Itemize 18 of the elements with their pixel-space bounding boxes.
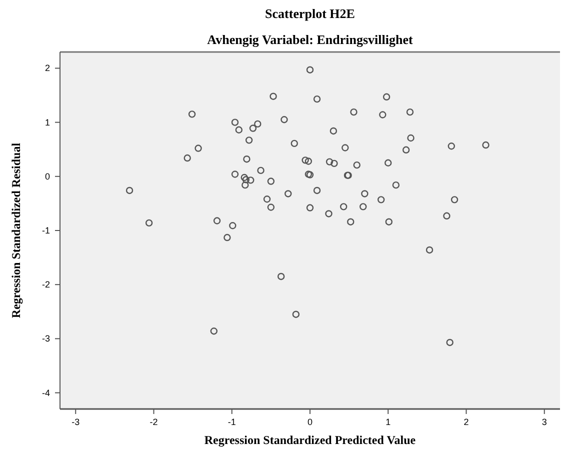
x-tick-label: 3 [542,417,547,427]
chart-subtitle: Avhengig Variabel: Endringsvillighet [207,32,414,47]
x-tick-label: 1 [386,417,391,427]
y-tick-label: 2 [44,63,50,74]
chart-title: Scatterplot H2E [265,6,355,21]
x-tick-label: 2 [464,417,469,427]
x-tick-label: 0 [307,417,313,427]
y-tick-label: -4 [42,388,50,398]
y-tick-label: -1 [42,226,50,236]
x-tick-label: -1 [228,417,236,427]
y-tick-label: 1 [44,117,50,128]
y-tick-label: -3 [42,334,50,344]
y-tick-label: 0 [44,171,50,182]
x-tick-label: -2 [150,417,158,427]
x-axis-title: Regression Standardized Predicted Value [204,433,416,447]
y-tick-label: -2 [42,280,50,290]
x-tick-label: -3 [72,417,80,427]
y-axis-title: Regression Standardized Residual [9,142,23,318]
